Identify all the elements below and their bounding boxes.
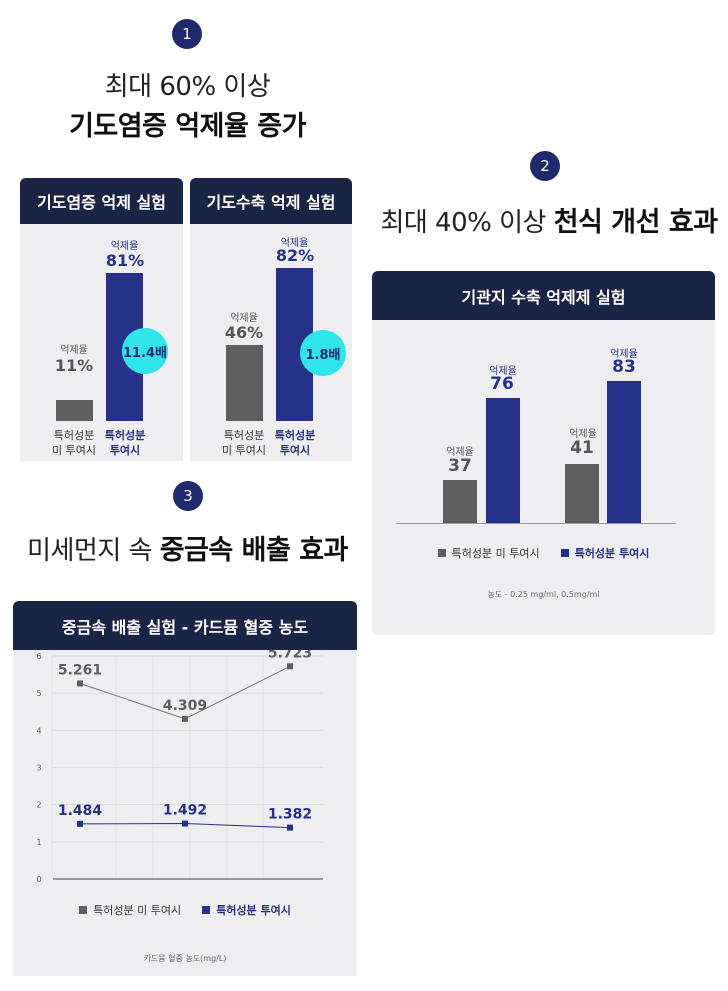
bar-gray [56,400,93,421]
y-tick-label: 0 [36,875,41,884]
bar-gray [565,464,599,523]
card-title: 기도염증 억제 실험 [20,178,183,224]
y-tick-label: 5 [36,689,41,698]
y-tick-label: 1 [36,838,41,847]
legend-item-gray: 특허성분 미 투여시 [437,545,540,561]
multiplier-badge: 11.4배 [122,328,168,374]
chart-card-cadmium: 중금속 배출 실험 - 카드뮴 혈중 농도 0 1 2 3 4 5 6 5.261 4.309 5… [13,601,357,976]
data-label: 46% [224,323,264,342]
data-label: 76 [490,374,514,394]
data-caption: 억제율 [446,447,474,458]
section1-subtitle: 최대 60% 이상 [104,72,271,102]
data-point [182,820,188,827]
multiplier-badge: 1.8배 [300,330,346,376]
data-point [77,680,83,687]
chart-note: 카드뮴 혈중 농도(mg/L) [143,954,227,963]
data-label: 1.492 [163,803,207,819]
bar-blue [607,381,641,523]
bar-gray [226,345,263,421]
chart-card-bronchial: 기관지 수축 억제제 실험 억제율 37 억제율 76 억제율 41 억제율 8… [372,271,715,635]
card-title: 기도수축 억제 실험 [190,178,352,224]
data-label: 11% [54,356,94,375]
y-tick-label: 2 [36,801,41,810]
data-label: 82% [275,246,315,265]
section3-title: 미세먼지 속 중금속 배출 효과 [27,535,348,566]
x-label-blue: 특허성분 투여시 [274,429,316,457]
chart-card-airway-contraction: 기도수축 억제 실험 억제율 46% 억제율 82% 1.8배 특허성분 미 투여… [190,178,352,461]
bar-gray [443,480,477,523]
step-badge-1: 1 [172,19,202,49]
legend-item-blue: 특허성분 투여시 [560,545,649,561]
legend-item-gray: 특허성분 미 투여시 [79,902,181,918]
card-title: 기관지 수축 억제제 실험 [372,271,715,320]
data-caption: 억제율 [569,429,597,440]
x-label-gray: 특허성분 미 투여시 [52,429,96,457]
step-badge-3: 3 [173,481,203,511]
data-caption: 억제율 [610,349,638,360]
x-axis [396,523,676,524]
y-tick-label: 3 [36,764,41,773]
data-label: 83 [612,357,636,377]
data-caption: 억제율 [60,345,88,356]
step-badge-2: 2 [530,151,560,181]
y-tick-label: 4 [36,726,41,735]
data-label: 41 [570,438,594,458]
section1-title: 기도염증 억제율 증가 [69,111,306,142]
bar-blue [486,398,520,523]
data-point [287,824,293,831]
data-label: 1.484 [58,803,103,819]
legend: 특허성분 미 투여시 특허성분 투여시 [372,542,715,561]
data-label: 5.261 [58,662,102,678]
data-point [77,820,83,827]
line-chart: 0 1 2 3 4 5 6 5.261 4.309 5.723 1.484 1.492 1.382 [36,650,323,884]
data-label: 81% [105,251,145,270]
data-label: 5.723 [268,650,312,661]
x-label-blue: 특허성분 투여시 [104,429,146,457]
data-label: 37 [448,456,472,476]
legend: 특허성분 미 투여시 특허성분 투여시 [13,899,357,918]
chart-note: 농도 - 0.25 mg/ml, 0.5mg/ml [487,590,600,599]
data-caption: 억제율 [230,313,258,324]
card-title: 중금속 배출 실험 - 카드뮴 혈중 농도 [13,601,357,650]
legend-item-blue: 특허성분 투여시 [202,902,291,918]
chart-card-airway-inflammation: 기도염증 억제 실험 억제율 11% 억제율 81% 11.4배 특허성분 미 투… [20,178,183,461]
data-caption: 억제율 [110,241,139,252]
data-point [182,715,188,722]
section2-title: 최대 40% 이상 천식 개선 효과 [380,207,718,238]
data-point [287,663,293,670]
data-label: 4.309 [163,698,207,714]
data-caption: 억제율 [489,366,517,377]
y-tick-label: 6 [36,652,41,661]
x-label-gray: 특허성분 미 투여시 [222,429,266,457]
data-caption: 억제율 [280,238,309,249]
data-label: 1.382 [268,807,312,823]
